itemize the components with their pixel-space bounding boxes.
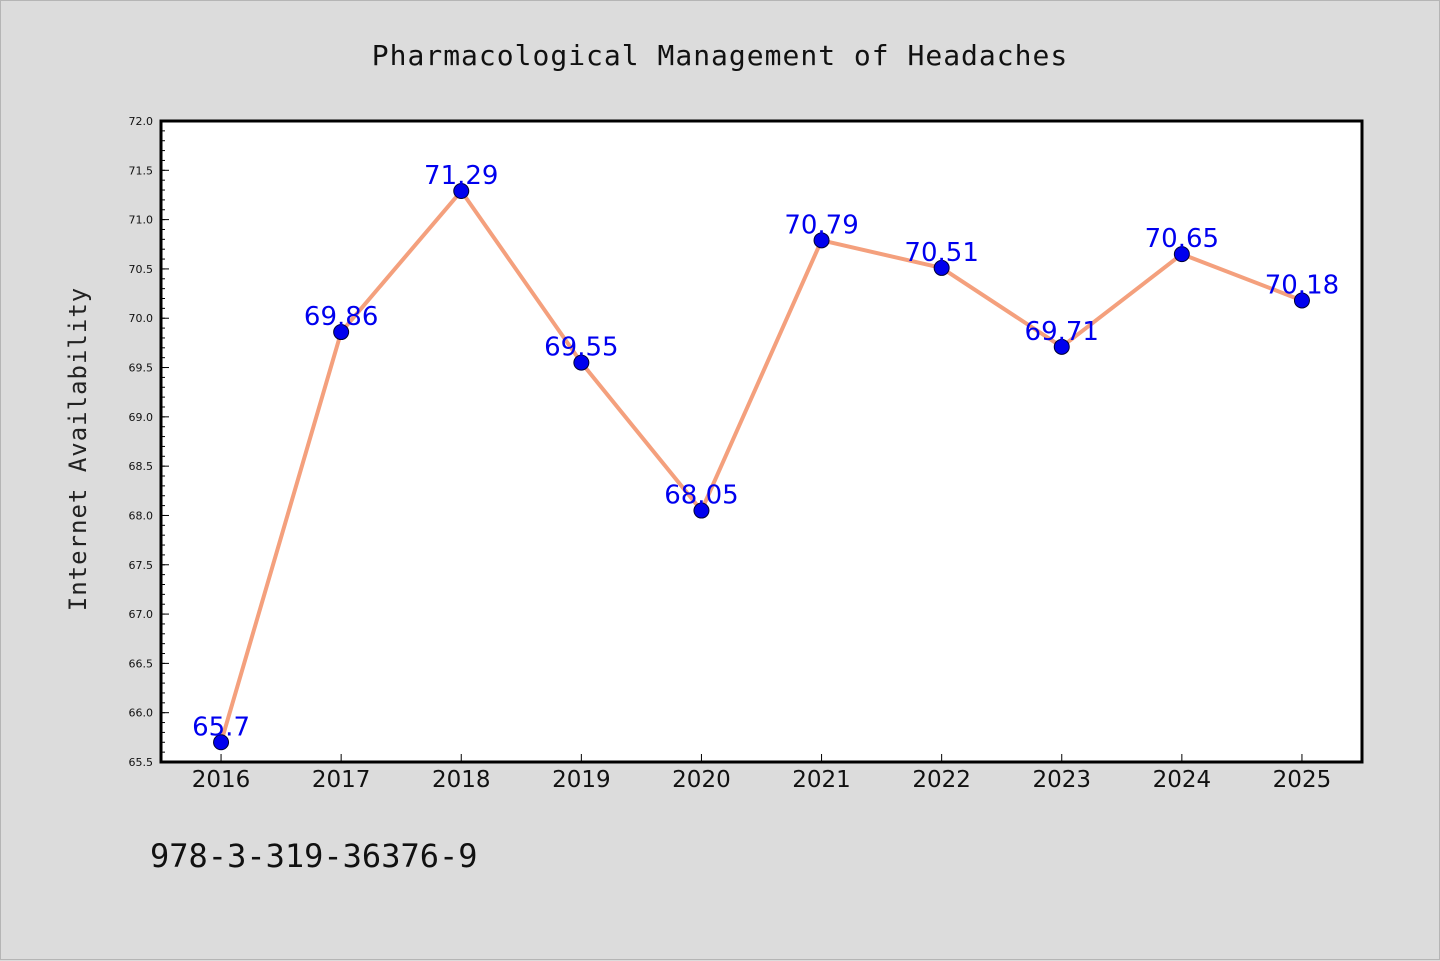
y-axis: 65.5 66.0 66.5 67.0 67.5 68.0 68.5 69.0 69.5 70.0…: [129, 115, 169, 769]
data-point: [933, 259, 950, 276]
data-point: [813, 232, 830, 249]
x-tick-label: 2025: [1273, 767, 1332, 793]
data-label: 70.18: [1265, 270, 1339, 300]
data-label: 68.05: [664, 481, 738, 511]
x-axis: 2016 2017 2018 2019 2020 2021 2022 2023 2024 2025: [192, 754, 1331, 793]
data-point: [453, 183, 470, 200]
y-tick-label: 72.0: [129, 115, 154, 128]
data-point: [1293, 292, 1310, 309]
x-tick-label: 2024: [1153, 767, 1212, 793]
data-point: [213, 734, 230, 751]
data-label: 70.51: [904, 238, 978, 268]
x-tick-label: 2022: [912, 767, 971, 793]
data-labels: 65.7 69.86 71.29 69.55 68.05 70.79 70.51 69.71 7…: [192, 161, 1339, 742]
data-point: [333, 324, 350, 341]
y-tick-label: 65.5: [129, 756, 154, 769]
data-label: 65.7: [192, 712, 250, 742]
x-tick-label: 2016: [192, 767, 251, 793]
data-label: 71.29: [424, 161, 498, 191]
data-point: [1173, 246, 1190, 263]
series: [213, 183, 1310, 751]
y-tick-label: 69.5: [129, 362, 154, 375]
x-tick-label: 2019: [552, 767, 611, 793]
data-point: [1053, 338, 1070, 355]
y-tick-label: 67.0: [129, 608, 154, 621]
data-label: 69.86: [304, 302, 378, 332]
y-tick-label: 71.0: [129, 214, 154, 227]
data-label: 70.79: [784, 210, 858, 240]
y-tick-label: 71.5: [129, 164, 154, 177]
chart-title: Pharmacological Management of Headaches: [372, 39, 1068, 72]
plot-area: [159, 119, 1364, 764]
y-axis-label: Internet Availability: [64, 287, 92, 611]
series-line: [219, 189, 1303, 743]
data-label: 69.55: [544, 333, 618, 363]
x-tick-label: 2020: [672, 767, 731, 793]
x-tick-label: 2023: [1032, 767, 1091, 793]
y-tick-label: 68.5: [129, 460, 154, 473]
x-tick-label: 2017: [312, 767, 371, 793]
data-label: 70.65: [1145, 224, 1219, 254]
data-point: [693, 502, 710, 519]
isbn-text: 978-3-319-36376-9: [150, 837, 478, 875]
y-tick-label: 70.5: [129, 263, 154, 276]
y-tick-label: 68.0: [129, 509, 154, 522]
y-tick-label: 67.5: [129, 559, 154, 572]
data-point: [573, 354, 590, 371]
x-tick-label: 2021: [792, 767, 851, 793]
x-tick-label: 2018: [432, 767, 491, 793]
y-tick-label: 66.5: [129, 657, 154, 670]
y-tick-label: 70.0: [129, 312, 154, 325]
y-tick-label: 69.0: [129, 411, 154, 424]
data-label: 69.71: [1025, 317, 1099, 347]
y-tick-label: 66.0: [129, 707, 154, 720]
